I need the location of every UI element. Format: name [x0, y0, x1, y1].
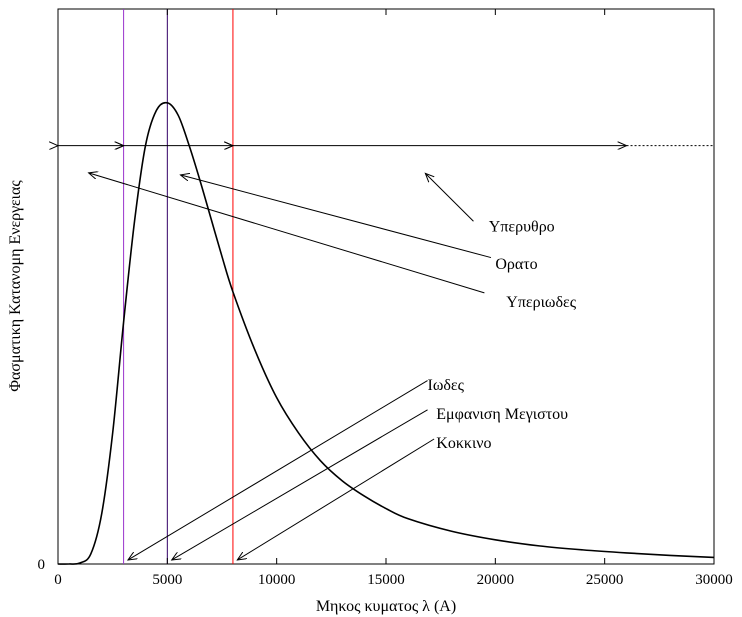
curve-layer: [57, 101, 715, 565]
vertical-lines: [123, 9, 234, 564]
series-line-0: [57, 101, 715, 565]
annotation-arrow-2: [89, 173, 485, 294]
annotation-label-3: Ιωδες: [428, 377, 465, 394]
annotation-arrow-0: [425, 173, 474, 222]
x-tick-label-1: 5000: [152, 572, 182, 588]
y-tick-label-0: 0: [38, 557, 46, 573]
x-tick-label-2: 10000: [258, 572, 296, 588]
x-tick-label-3: 15000: [367, 572, 405, 588]
y-ticks: 0: [38, 557, 46, 573]
x-tick-label-4: 20000: [477, 572, 515, 588]
annotations: Υπερυθρο Ορατο Υπεριωδες Ιωδες Εμφανιση Μεγι…: [89, 173, 577, 560]
plot-frame: [57, 8, 715, 565]
x-ticks: 0 5000 10000 15000 20000 25000 30000: [54, 9, 733, 588]
annotation-label-1: Ορατο: [495, 256, 537, 273]
x-tick-label-0: 0: [54, 572, 62, 588]
x-tick-label-5: 25000: [586, 572, 624, 588]
annotation-label-4: Εμφανιση Μεγιστου: [436, 406, 568, 423]
annotation-arrow-5: [237, 438, 435, 560]
annotation-arrow-3: [128, 380, 428, 560]
annotation-label-5: Κοκκινο: [436, 435, 491, 452]
annotation-label-0: Υπερυθρο: [489, 218, 555, 235]
x-tick-label-6: 30000: [695, 572, 733, 588]
x-axis-title: Μηκος κυματος λ (A): [316, 598, 456, 615]
annotation-arrow-4: [172, 409, 428, 560]
annotation-arrow-1: [180, 175, 492, 259]
y-axis-title: Φασματικη Κατανομη Ενεργειας: [7, 180, 24, 392]
annotation-label-2: Υπεριωδες: [506, 294, 576, 311]
